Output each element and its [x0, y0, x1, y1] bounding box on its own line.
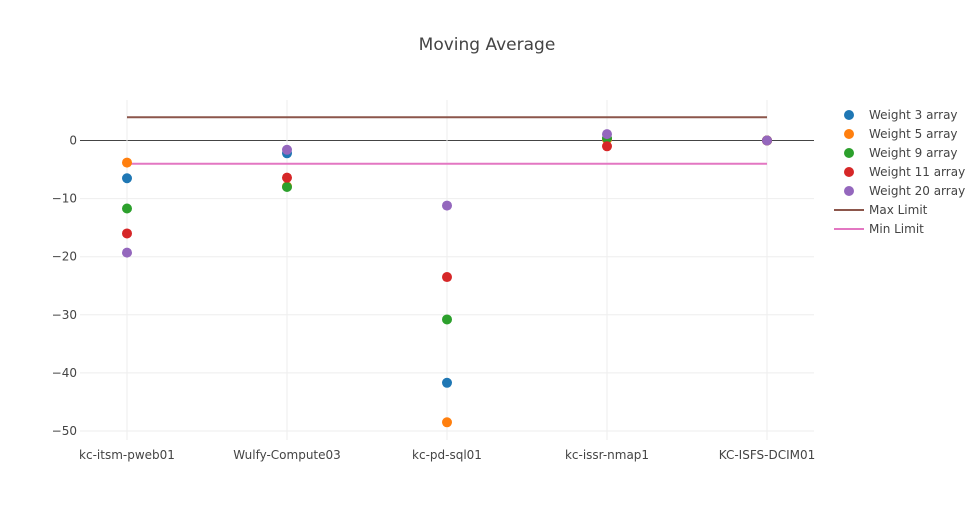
legend-label: Weight 9 array: [869, 146, 958, 160]
points-layer: [122, 129, 772, 428]
x-tick-label: Wulfy-Compute03: [233, 448, 341, 462]
y-tick-label: 0: [69, 134, 77, 148]
legend-item[interactable]: Min Limit: [834, 222, 924, 236]
legend-item[interactable]: Weight 11 array: [844, 165, 965, 179]
data-point[interactable]: [602, 129, 612, 140]
x-tick-label: KC-ISFS-DCIM01: [719, 448, 816, 462]
legend-label: Weight 3 array: [869, 108, 958, 122]
legend-marker: [844, 148, 854, 158]
data-point[interactable]: [282, 172, 292, 183]
data-point[interactable]: [602, 141, 612, 152]
legend-item[interactable]: Weight 9 array: [844, 146, 958, 160]
legend-marker: [844, 110, 854, 120]
legend-item[interactable]: Weight 5 array: [844, 127, 958, 141]
data-point[interactable]: [122, 247, 132, 258]
x-tick-label: kc-issr-nmap1: [565, 448, 649, 462]
legend-item[interactable]: Max Limit: [834, 203, 928, 217]
y-tick-label: −40: [52, 366, 77, 380]
legend-item[interactable]: Weight 3 array: [844, 108, 958, 122]
x-tick-label: kc-itsm-pweb01: [79, 448, 175, 462]
legend-label: Weight 5 array: [869, 127, 958, 141]
legend-marker: [844, 186, 854, 196]
legend-label: Min Limit: [869, 222, 924, 236]
legend-label: Max Limit: [869, 203, 928, 217]
legend-label: Weight 11 array: [869, 165, 965, 179]
y-tick-label: −20: [52, 250, 77, 264]
data-point[interactable]: [122, 157, 132, 168]
data-point[interactable]: [122, 203, 132, 214]
legend-label: Weight 20 array: [869, 184, 965, 198]
legend-marker: [844, 167, 854, 177]
data-point[interactable]: [282, 144, 292, 155]
limit-lines-layer: [127, 116, 767, 165]
y-tick-label: −50: [52, 424, 77, 438]
data-point[interactable]: [122, 173, 132, 184]
data-point[interactable]: [122, 228, 132, 239]
x-tick-label: kc-pd-sql01: [412, 448, 482, 462]
data-point[interactable]: [442, 417, 452, 428]
legend[interactable]: Weight 3 array Weight 5 array Weight 9 arr…: [834, 108, 965, 236]
data-point[interactable]: [442, 314, 452, 325]
data-point[interactable]: [442, 272, 452, 283]
data-point[interactable]: [442, 200, 452, 211]
grid-layer: [80, 100, 814, 440]
y-tick-label: −10: [52, 192, 77, 206]
legend-marker: [844, 129, 854, 139]
y-tick-label: −30: [52, 308, 77, 322]
legend-item[interactable]: Weight 20 array: [844, 184, 965, 198]
data-point[interactable]: [762, 135, 772, 146]
chart-title: Moving Average: [419, 35, 556, 55]
data-point[interactable]: [282, 181, 292, 192]
data-point[interactable]: [442, 377, 452, 388]
